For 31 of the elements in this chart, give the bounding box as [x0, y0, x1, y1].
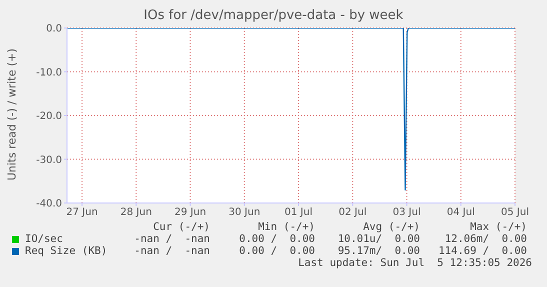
x-tick-label: 05 Jul: [501, 207, 529, 218]
y-tick-label: -30.0: [36, 154, 62, 166]
text: 12.06m/ 0.00: [444, 233, 527, 245]
legend-label: Req Size (KB): [24, 245, 108, 257]
x-tick-label: 02 Jul: [338, 207, 367, 218]
y-axis-title: Units read (-) / write (+): [6, 47, 18, 183]
chart-title: IOs for /dev/mapper/pve-data - by week: [142, 8, 404, 23]
text: -nan / -nan: [134, 245, 210, 257]
y-tick-label: -20.0: [36, 111, 62, 122]
x-tick-label: 01 Jul: [284, 207, 312, 218]
text: -nan / -nan: [133, 233, 210, 245]
text: Max (-/+): [470, 221, 527, 233]
text: Cur (-/+): [152, 221, 210, 233]
x-tick-label: 29 Jun: [174, 207, 206, 218]
x-tick-label: 04 Jul: [446, 207, 475, 218]
text: 10.01u/ 0.00: [338, 233, 420, 245]
text: 0.00 / 0.00: [239, 245, 315, 257]
x-tick-label: 30 Jun: [228, 207, 260, 218]
x-tick-label: 27 Jun: [66, 207, 98, 218]
y-tick-label: -40.0: [36, 198, 62, 210]
text: Min (-/+): [258, 221, 315, 233]
text: 0.00 / 0.00: [239, 233, 315, 245]
x-tick-label: 28 Jun: [120, 207, 152, 218]
text: 114.69 / 0.00: [438, 245, 527, 257]
x-tick-label: 03 Jul: [392, 207, 421, 218]
y-tick-label: -10.0: [36, 67, 62, 78]
legend-label: IO/sec: [24, 233, 63, 245]
text: Avg (-/+): [363, 221, 420, 233]
y-tick-label: 0.0: [46, 24, 62, 35]
text: 95.17m/ 0.00: [338, 245, 420, 257]
text: Last update: Sun Jul 5 12:35:05 2026: [297, 257, 532, 269]
